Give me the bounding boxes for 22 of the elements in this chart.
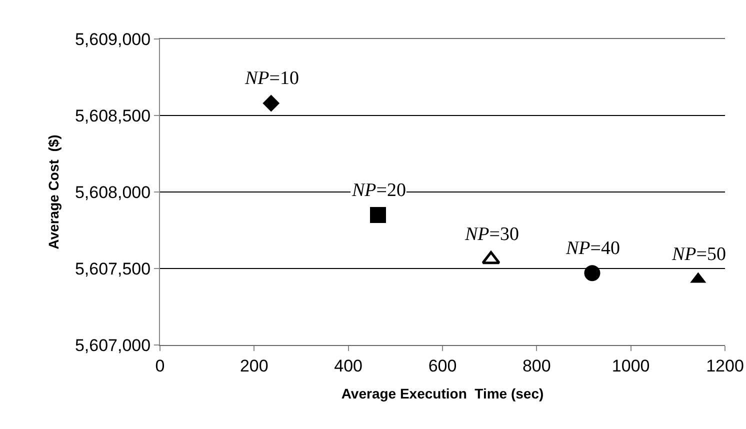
x-tick-label: 1000 [612,356,650,376]
annotation: NP=20 [351,180,406,201]
annotation: NP=40 [565,238,620,259]
y-tick-label: 5,607,000 [74,336,151,355]
y-axis-title: Average Cost ($) [46,134,62,250]
annotation: NP=30 [464,224,519,245]
y-tick-label: 5,609,000 [74,30,151,49]
x-tick-label: 200 [240,356,268,376]
x-tick-label: 400 [334,356,363,376]
point [482,251,500,264]
x-tick-label: 600 [428,356,457,376]
y-tick-label: 5,607,500 [74,259,151,278]
point [370,206,386,223]
annotation: NP=10 [244,68,299,89]
annotation: NP=50 [671,244,726,265]
y-tick-label: 5,608,500 [74,106,151,126]
point [262,94,280,112]
x-tick-label: 0 [155,356,165,376]
x-tick-label: 800 [522,356,551,376]
x-axis-title: Average Execution Time (sec) [341,386,544,402]
y-tick-label: 5,608,000 [74,182,151,202]
x-tick-label: 1200 [706,356,744,376]
